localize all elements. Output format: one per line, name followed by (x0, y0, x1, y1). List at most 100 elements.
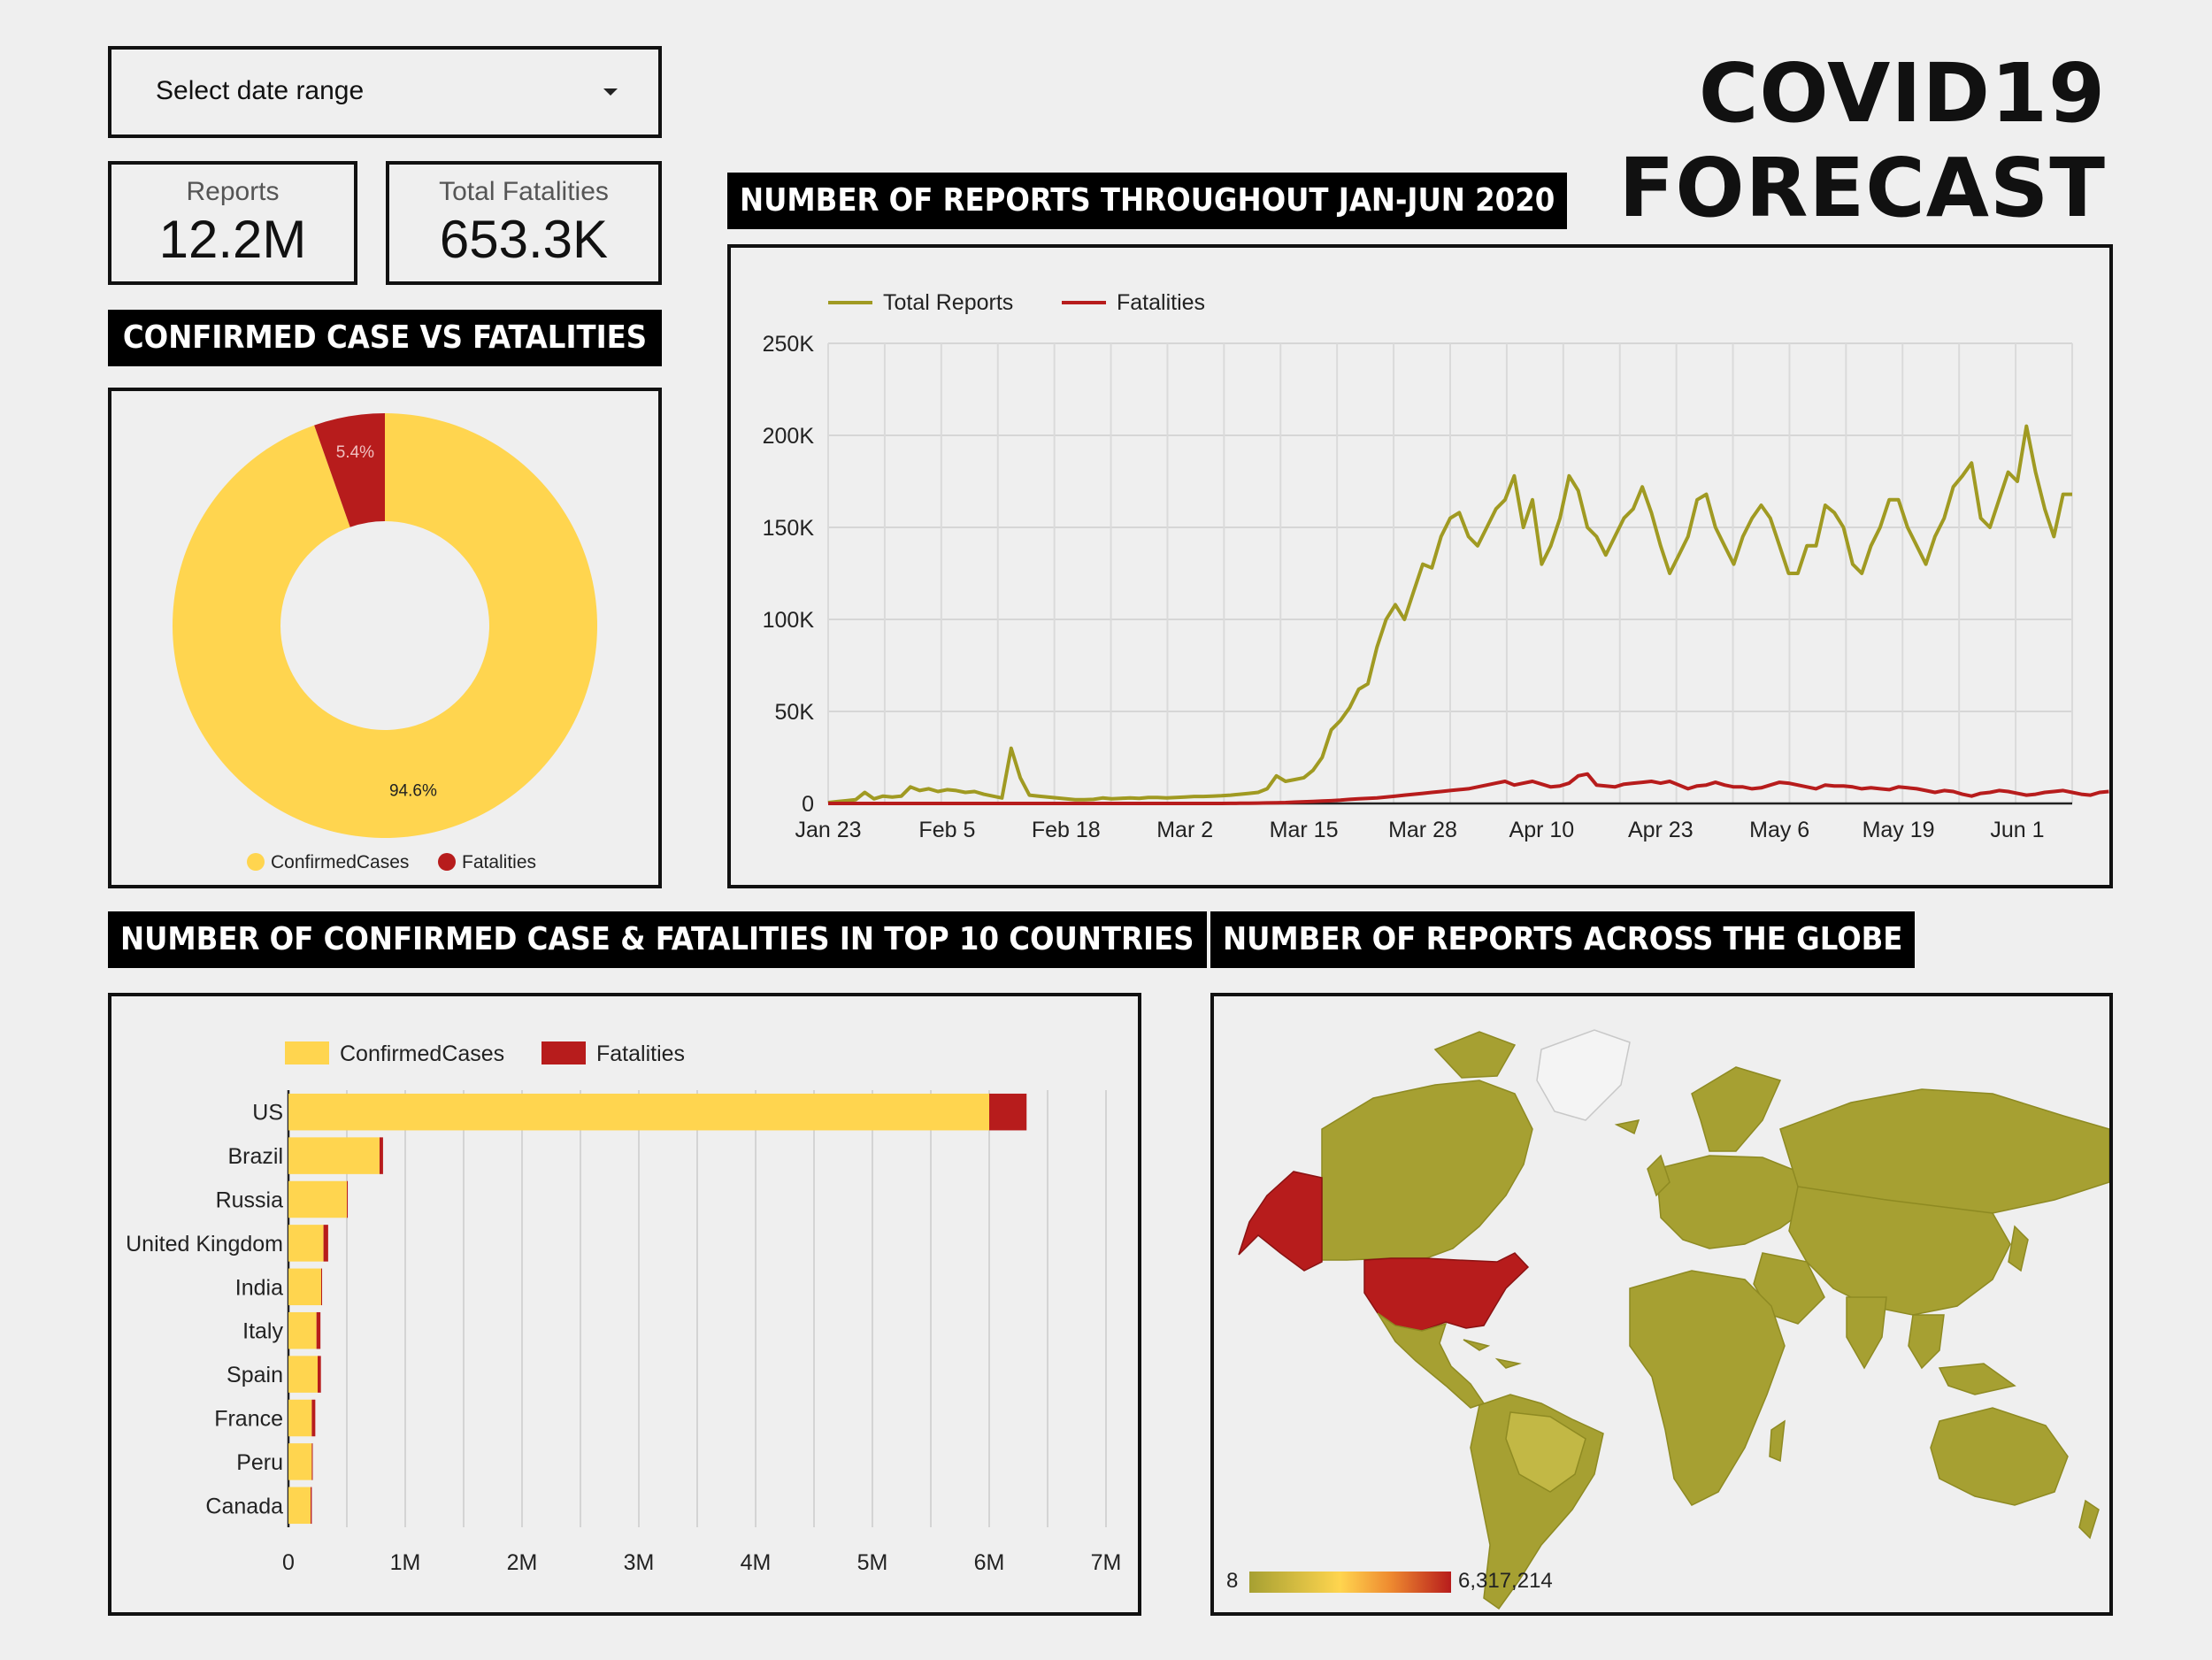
bar-x-tick: 4M (741, 1550, 772, 1575)
bar-category-label: Italy (242, 1319, 283, 1344)
line-x-tick: Apr 23 (1628, 818, 1694, 842)
line-series-total-reports[interactable] (827, 424, 2072, 804)
mexico-region (1377, 1312, 1486, 1409)
uk-region (1614, 1119, 1671, 1197)
bar-category-label: France (214, 1407, 283, 1432)
kpi-fatalities-value: 653.3K (439, 210, 609, 269)
bar-confirmedcases-spain[interactable] (288, 1356, 318, 1393)
alaska-region (1238, 1171, 1323, 1272)
donut-legend: ConfirmedCases Fatalities (247, 852, 536, 872)
line-chart-panel: Total Reports Fatalities 0 50K 100K 150K 200… (727, 244, 2113, 888)
bar-fatalities-india[interactable] (320, 1268, 323, 1306)
brazil-region (1505, 1411, 1586, 1493)
bar-category-label: Spain (227, 1363, 283, 1387)
donut-slice-fatalities[interactable] (314, 413, 385, 527)
line-x-tick: Jan 23 (795, 818, 861, 842)
bar-chart: ConfirmedCases Fatalities 0 1M 2M 3M 4M 5M 6M 7… (126, 1041, 1122, 1575)
india-region (1846, 1296, 1887, 1370)
line-section-header: NUMBER OF REPORTS THROUGHOUT JAN-JUN 202… (727, 173, 1568, 229)
arctic-islands-region (1433, 1031, 1517, 1079)
bar-fatalities-spain[interactable] (318, 1356, 321, 1393)
map-legend-gradient (1249, 1572, 1451, 1593)
legend-swatch-confirmed (247, 853, 265, 871)
line-x-tick: Jun 1 (1990, 818, 2044, 842)
line-x-tick: Mar 28 (1388, 818, 1457, 842)
bar-x-tick: 2M (507, 1550, 538, 1575)
legend-swatch-confirmed-bar (285, 1041, 329, 1064)
world-map: 8 6,317,214 (1226, 1029, 2109, 1610)
line-y-tick: 100K (763, 608, 815, 633)
donut-label-confirmed: 94.6% (389, 781, 437, 800)
bar-fatalities-us[interactable] (989, 1093, 1027, 1131)
line-series-fatalities[interactable] (828, 772, 2109, 805)
kpi-fatalities-card: Total Fatalities 653.3K (386, 161, 662, 285)
line-y-tick: 0 (802, 792, 814, 817)
legend-swatch-fatalities-bar (541, 1041, 586, 1064)
line-y-tick: 50K (775, 700, 815, 725)
bar-confirmedcases-united-kingdom[interactable] (288, 1225, 324, 1262)
scandinavia-region (1691, 1066, 1782, 1152)
bar-confirmedcases-canada[interactable] (288, 1487, 311, 1525)
bar-x-tick: 6M (974, 1550, 1005, 1575)
usa-region (1363, 1252, 1530, 1332)
bar-fatalities-brazil[interactable] (379, 1137, 383, 1174)
new-zealand-region (2078, 1499, 2100, 1540)
page-title: COVID19 FORECAST (1618, 46, 2106, 235)
legend-label-confirmed-bar: ConfirmedCases (340, 1041, 504, 1066)
bar-x-tick: 1M (390, 1550, 421, 1575)
bars-section-header: NUMBER OF CONFIRMED CASE & FATALITIES IN… (108, 911, 1207, 968)
legend-label-fatalities-line: Fatalities (1117, 290, 1205, 315)
line-chart: Total Reports Fatalities 0 50K 100K 150K 200… (763, 290, 2109, 842)
bar-fatalities-united-kingdom[interactable] (323, 1225, 328, 1262)
bar-fatalities-italy[interactable] (316, 1311, 321, 1349)
legend-label-total-reports: Total Reports (883, 290, 1013, 315)
bar-confirmedcases-india[interactable] (288, 1268, 321, 1306)
bar-confirmedcases-us[interactable] (288, 1093, 989, 1131)
line-x-tick: Mar 15 (1270, 818, 1339, 842)
line-x-tick: Feb 18 (1032, 818, 1101, 842)
map-panel: 8 6,317,214 (1210, 993, 2113, 1616)
bar-fatalities-peru[interactable] (311, 1443, 313, 1480)
kpi-reports-card: Reports 12.2M (108, 161, 357, 285)
chevron-down-icon (603, 88, 618, 96)
bar-chart-panel: ConfirmedCases Fatalities 0 1M 2M 3M 4M 5M 6M 7… (108, 993, 1141, 1616)
bar-category-label: India (235, 1275, 283, 1300)
line-y-tick: 200K (763, 424, 815, 449)
map-legend-max: 6,317,214 (1458, 1569, 1553, 1593)
bar-confirmedcases-brazil[interactable] (288, 1137, 380, 1174)
line-x-tick: May 6 (1749, 818, 1809, 842)
africa-region (1629, 1270, 1786, 1506)
australia-region (1930, 1407, 2069, 1506)
donut-label-fatalities: 5.4% (336, 443, 374, 462)
map-land (1238, 1029, 2109, 1610)
bar-x-tick: 7M (1091, 1550, 1122, 1575)
bar-category-label: Russia (216, 1188, 284, 1213)
legend-swatch-fatalities (438, 853, 456, 871)
bar-confirmedcases-italy[interactable] (288, 1311, 317, 1349)
bar-confirmedcases-peru[interactable] (288, 1443, 312, 1480)
asia-region (1788, 1186, 2011, 1316)
donut-slice-confirmedcases[interactable] (173, 413, 597, 838)
line-legend: Total Reports Fatalities (828, 290, 1205, 315)
donut-section-header: CONFIRMED CASE VS FATALITIES (108, 310, 662, 366)
map-section-header: NUMBER OF REPORTS ACROSS THE GLOBE (1210, 911, 1916, 968)
legend-label-confirmed: ConfirmedCases (271, 852, 409, 872)
caribbean-region (1463, 1339, 1522, 1369)
map-legend-min: 8 (1226, 1569, 1238, 1593)
japan-region (2008, 1225, 2029, 1272)
kpi-reports-label: Reports (186, 177, 280, 206)
bar-category-label: US (252, 1101, 283, 1126)
kpi-fatalities-label: Total Fatalities (439, 177, 609, 206)
bar-category-label: Canada (205, 1494, 283, 1518)
donut-chart-panel: 94.6% 5.4% ConfirmedCases Fatalities (108, 388, 662, 888)
madagascar-region (1769, 1419, 1786, 1463)
bar-fatalities-france[interactable] (311, 1399, 316, 1437)
bar-confirmedcases-russia[interactable] (288, 1180, 347, 1218)
date-range-dropdown[interactable]: Select date range (108, 46, 662, 138)
bar-x-tick: 0 (282, 1550, 295, 1575)
bar-fatalities-russia[interactable] (347, 1180, 349, 1218)
line-y-tick: 150K (763, 516, 815, 541)
bar-category-label: Brazil (227, 1144, 283, 1169)
bar-legend: ConfirmedCases Fatalities (285, 1041, 685, 1066)
bar-confirmedcases-france[interactable] (288, 1399, 312, 1437)
